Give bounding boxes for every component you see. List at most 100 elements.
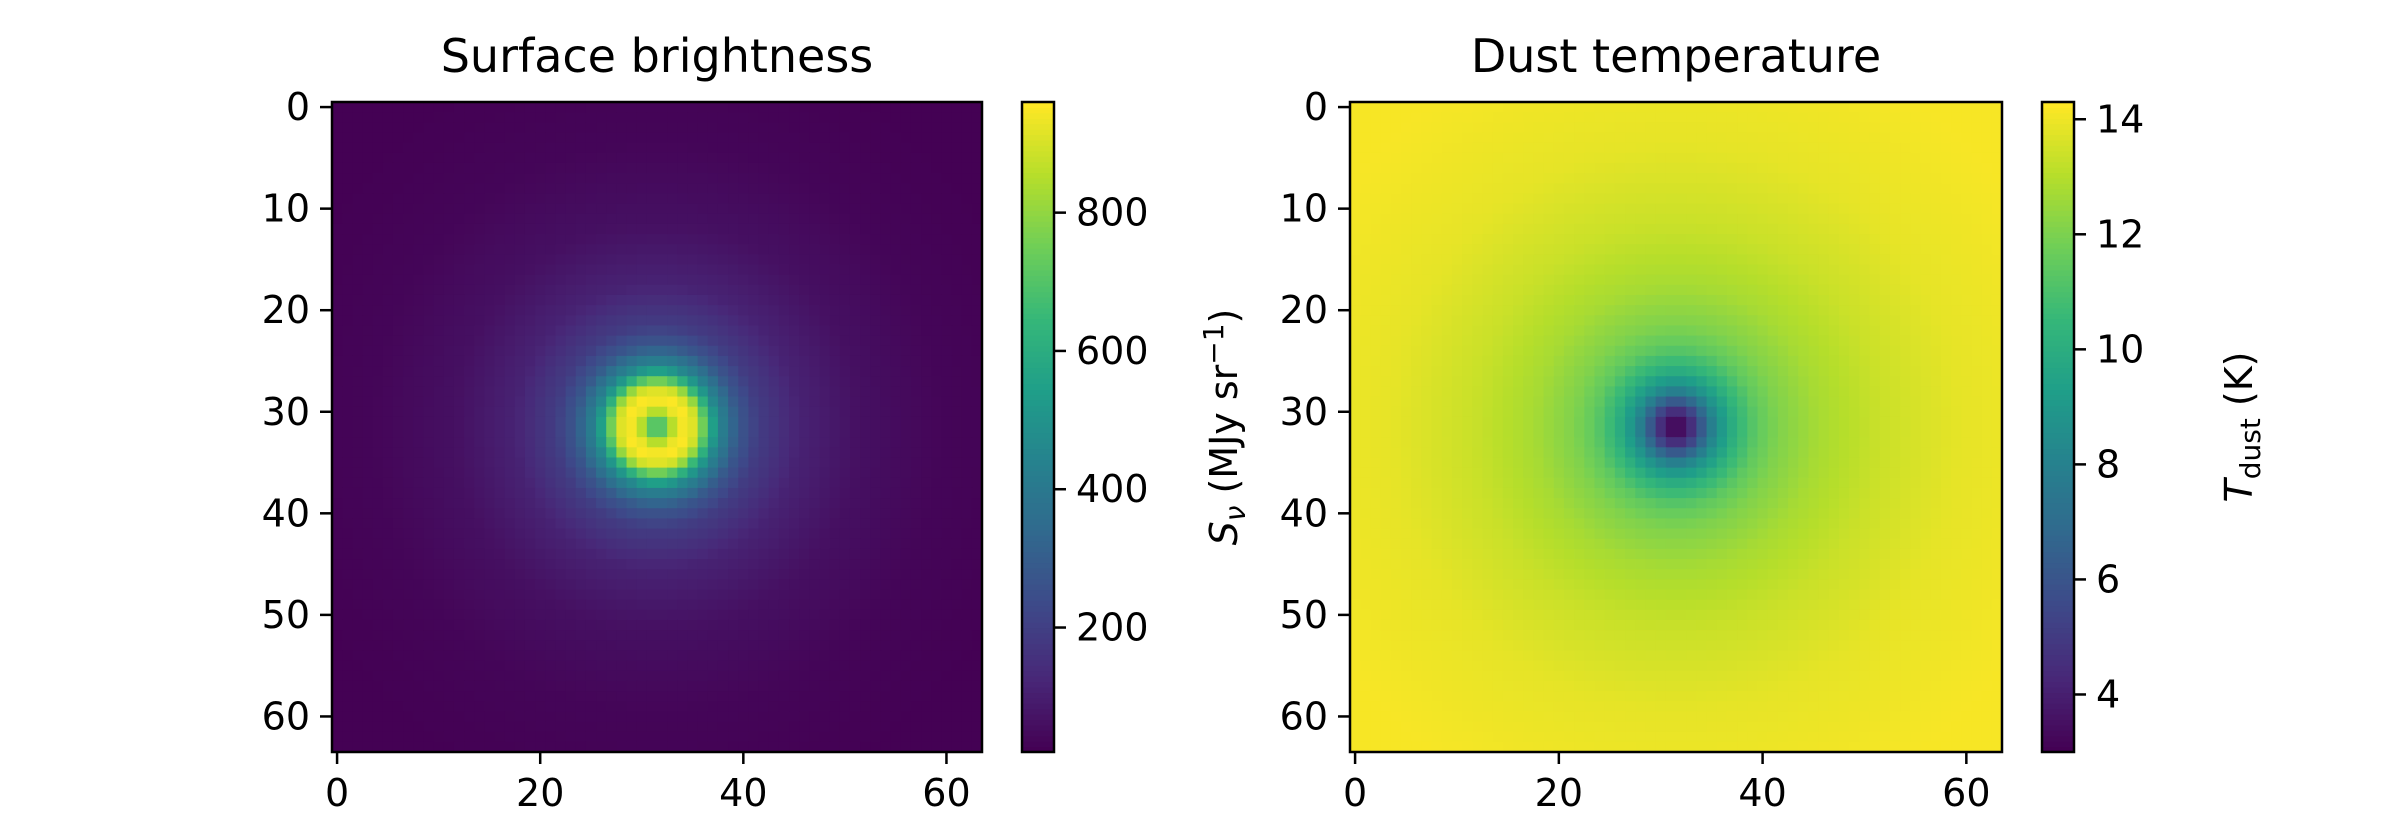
- heatmap-cell: [748, 701, 760, 712]
- heatmap-cell: [849, 223, 861, 235]
- heatmap-cell: [1350, 183, 1361, 195]
- heatmap-cell: [352, 234, 364, 245]
- colorbar-swatch: [1022, 502, 1054, 509]
- heatmap-cell: [626, 244, 638, 255]
- heatmap-cell: [789, 630, 800, 641]
- heatmap-cell: [545, 477, 557, 489]
- heatmap-cell: [545, 579, 557, 591]
- heatmap-cell: [880, 264, 892, 276]
- heatmap-cell: [900, 701, 912, 712]
- heatmap-cell: [1971, 112, 1983, 123]
- colorbar-swatch: [1022, 437, 1054, 444]
- heatmap-cell: [392, 142, 404, 154]
- heatmap-cell: [362, 437, 374, 448]
- heatmap-cell: [1726, 112, 1738, 123]
- heatmap-cell: [606, 152, 617, 164]
- heatmap-cell: [860, 487, 871, 499]
- heatmap-cell: [1808, 173, 1820, 184]
- heatmap-cell: [1543, 152, 1555, 164]
- heatmap-cell: [585, 589, 597, 601]
- heatmap-cell: [667, 234, 678, 245]
- heatmap-cell: [667, 284, 678, 296]
- heatmap-cell: [636, 183, 648, 195]
- heatmap-cell: [707, 731, 719, 743]
- heatmap-cell: [372, 345, 384, 357]
- heatmap-cell: [768, 538, 780, 550]
- heatmap-cell: [606, 630, 617, 641]
- heatmap-cell: [667, 355, 678, 367]
- heatmap-cell: [443, 619, 455, 631]
- heatmap-cell: [606, 741, 617, 753]
- heatmap-cell: [382, 691, 394, 702]
- heatmap-cell: [789, 386, 800, 398]
- heatmap-cell: [606, 406, 617, 418]
- heatmap-cell: [819, 670, 831, 682]
- heatmap-cell: [778, 701, 790, 712]
- heatmap-cell: [941, 579, 953, 591]
- heatmap-cell: [1706, 112, 1718, 123]
- heatmap-cell: [1900, 112, 1911, 123]
- heatmap-cell: [900, 416, 912, 428]
- heatmap-cell: [1706, 203, 1718, 215]
- heatmap-cell: [504, 457, 516, 469]
- heatmap-cell: [585, 223, 597, 235]
- heatmap-cell: [616, 193, 628, 205]
- heatmap-cell: [1553, 183, 1565, 195]
- heatmap-cell: [382, 162, 394, 174]
- heatmap-cell: [342, 335, 353, 347]
- heatmap-cell: [1502, 152, 1514, 164]
- heatmap-cell: [626, 569, 638, 580]
- heatmap-cell: [403, 213, 414, 225]
- heatmap-cell: [748, 162, 760, 174]
- heatmap-cell: [1400, 152, 1412, 164]
- heatmap-cell: [575, 183, 587, 195]
- heatmap-cell: [789, 538, 800, 550]
- heatmap-cell: [758, 548, 770, 560]
- heatmap-cell: [1788, 112, 1799, 123]
- heatmap-cell: [565, 376, 577, 387]
- heatmap-cell: [860, 112, 871, 123]
- heatmap-cell: [931, 650, 942, 662]
- heatmap-cell: [636, 467, 648, 479]
- heatmap-cell: [1849, 102, 1860, 113]
- heatmap-cell: [524, 305, 536, 316]
- heatmap-cell: [1594, 142, 1606, 154]
- heatmap-cell: [352, 427, 364, 438]
- heatmap-cell: [1696, 183, 1708, 195]
- heatmap-cell: [1767, 122, 1779, 134]
- heatmap-cell: [799, 162, 810, 174]
- heatmap-cell: [1360, 142, 1371, 154]
- heatmap-cell: [1777, 132, 1789, 144]
- heatmap-cell: [1441, 142, 1453, 154]
- heatmap-cell: [362, 680, 374, 692]
- heatmap-cell: [890, 396, 902, 408]
- heatmap-cell: [1798, 132, 1810, 144]
- heatmap-cell: [728, 701, 739, 712]
- heatmap-cell: [626, 640, 638, 652]
- heatmap-cell: [789, 691, 800, 702]
- heatmap-cell: [758, 579, 770, 591]
- heatmap-cell: [524, 142, 536, 154]
- heatmap-cell: [392, 366, 404, 377]
- heatmap-cell: [921, 538, 932, 550]
- heatmap-cell: [667, 528, 678, 540]
- colorbar-swatch: [1022, 340, 1054, 347]
- heatmap-cell: [900, 112, 912, 123]
- heatmap-cell: [535, 213, 546, 225]
- heatmap-cell: [433, 498, 445, 509]
- heatmap-cell: [372, 102, 384, 113]
- heatmap-cell: [1462, 112, 1473, 123]
- heatmap-cell: [961, 437, 973, 448]
- heatmap-cell: [433, 376, 445, 387]
- heatmap-cell: [484, 142, 496, 154]
- heatmap-cell: [799, 132, 810, 144]
- heatmap-cell: [413, 152, 425, 164]
- heatmap-cell: [667, 152, 678, 164]
- heatmap-cell: [392, 122, 404, 134]
- heatmap-cell: [809, 559, 821, 570]
- heatmap-cell: [951, 274, 963, 286]
- heatmap-cell: [748, 366, 760, 377]
- heatmap-cell: [707, 467, 719, 479]
- heatmap-cell: [545, 498, 557, 509]
- heatmap-cell: [372, 142, 384, 154]
